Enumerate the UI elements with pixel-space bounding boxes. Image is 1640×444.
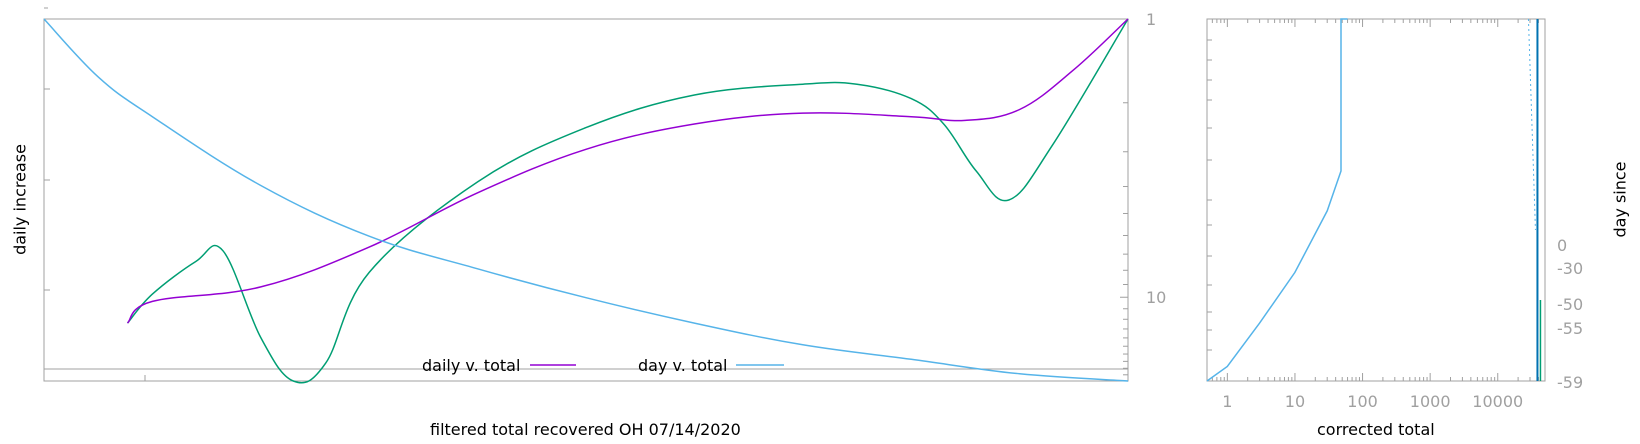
left-plot: 1 10 daily v. total day v. total [43, 7, 1166, 384]
right-x-axis-title: corrected total [1317, 420, 1435, 439]
series-line-2 [126, 18, 1129, 384]
series-line-0 [126, 18, 1129, 324]
series-line-1 [43, 18, 1129, 382]
right-x-tick-label: 1 [1222, 392, 1232, 411]
right-y2-tick-label: 0 [1557, 236, 1567, 255]
right-dotted-line [1527, 18, 1536, 231]
right-x-tick-label: 10 [1285, 392, 1305, 411]
right-x-tick-label: 1000 [1410, 392, 1451, 411]
legend-label-0: daily v. total [422, 356, 520, 375]
left-y-axis-title: daily increase [10, 144, 30, 255]
right-y2-tick-label: -59 [1557, 373, 1583, 392]
left-y2-tick-label: 10 [1146, 288, 1166, 307]
right-y2-tick-label: -55 [1557, 319, 1583, 338]
right-series-line [1206, 18, 1348, 382]
right-x-tick-label: 100 [1347, 392, 1378, 411]
right-plot: 1 10 100 1000 10000 0 -30 -50 -55 -59 [1206, 18, 1583, 411]
left-y2-tick-label: 1 [1146, 10, 1156, 29]
left-x-axis-title: filtered total recovered OH 07/14/2020 [430, 420, 741, 439]
legend-label-1: day v. total [638, 356, 728, 375]
right-y2-tick-label: -30 [1557, 259, 1583, 278]
left-plot-frame [43, 18, 1129, 382]
right-y2-tick-label: -50 [1557, 295, 1583, 314]
right-y-axis-title: day since [1610, 161, 1630, 238]
right-x-tick-label: 10000 [1472, 392, 1523, 411]
